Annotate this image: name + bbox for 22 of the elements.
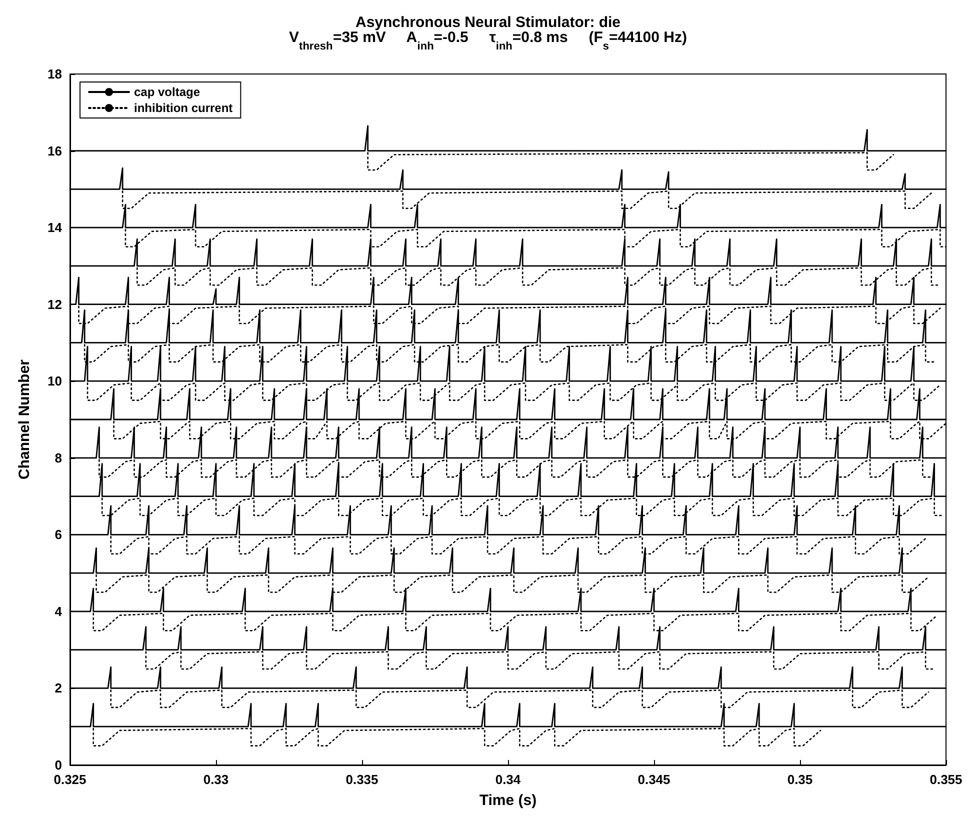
x-tick-label: 0.34: [495, 772, 522, 787]
y-tick-label: 10: [48, 374, 62, 389]
legend-label: cap voltage: [134, 85, 200, 99]
y-axis-title: Channel Number: [16, 359, 33, 480]
y-tick-label: 14: [48, 220, 63, 236]
x-tick-label: 0.345: [638, 772, 670, 787]
x-tick-label: 0.33: [203, 772, 229, 787]
y-tick-label: 6: [54, 527, 62, 542]
x-tick-label: 0.325: [54, 772, 86, 787]
y-tick-label: 8: [54, 450, 62, 466]
y-tick-label: 4: [54, 604, 63, 619]
chart-title: Asynchronous Neural Stimulator: die: [355, 14, 621, 31]
y-tick-label: 12: [48, 296, 62, 312]
x-axis-title: Time (s): [479, 792, 537, 809]
x-tick-label: 0.35: [787, 772, 813, 787]
x-tick-label: 0.335: [346, 772, 378, 787]
y-tick-label: 0: [54, 758, 62, 772]
legend-label: inhibition current: [134, 101, 233, 115]
y-tick-label: 2: [54, 680, 62, 696]
y-tick-label: 18: [48, 66, 62, 82]
x-tick-label: 0.355: [930, 772, 962, 787]
y-tick-label: 16: [48, 143, 62, 158]
